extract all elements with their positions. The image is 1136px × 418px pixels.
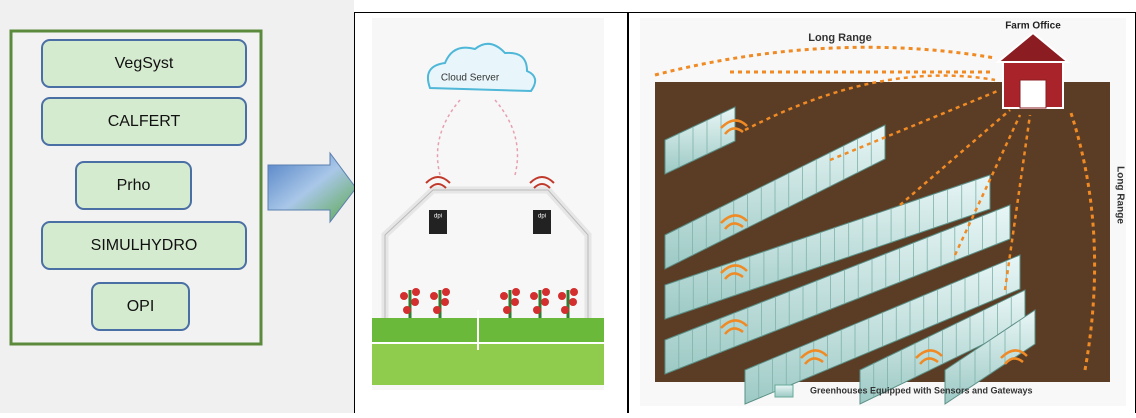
tomato: [503, 306, 511, 314]
legend-label: Greenhouses Equipped with Sensors and Ga…: [810, 385, 1033, 395]
tomato: [412, 288, 420, 296]
ground: [372, 343, 604, 385]
sensor-label: dpi: [538, 214, 546, 220]
tomato: [441, 298, 449, 306]
tomato: [433, 306, 441, 314]
model-label: Prho: [117, 177, 151, 194]
tomato: [411, 298, 419, 306]
diagram: VegSyst CALFERT Prho SIMULHYDRO OPI Cloud Se…: [0, 0, 1136, 413]
tomato: [511, 298, 519, 306]
page: VegSyst CALFERT Prho SIMULHYDRO OPI Cloud Se…: [0, 0, 1136, 413]
model-label: SIMULHYDRO: [91, 237, 198, 254]
cloud-label: Cloud Server: [441, 73, 500, 84]
model-label: CALFERT: [108, 113, 181, 130]
tomato: [570, 288, 578, 296]
tomato: [430, 292, 438, 300]
tomato: [569, 298, 577, 306]
tomato: [541, 298, 549, 306]
long-range-label: Long Range: [1114, 166, 1125, 224]
tomato: [512, 288, 520, 296]
tomato: [500, 292, 508, 300]
sensor-label: dpi: [434, 214, 442, 220]
tomato: [403, 306, 411, 314]
tomato: [561, 306, 569, 314]
ground-top: [372, 318, 604, 343]
tomato: [400, 292, 408, 300]
farm-office-label: Farm Office: [1005, 21, 1061, 32]
farm-office-door: [1020, 80, 1046, 108]
tomato: [542, 288, 550, 296]
legend-icon: [775, 385, 793, 397]
tomato: [533, 306, 541, 314]
model-label: VegSyst: [115, 55, 174, 72]
model-label: OPI: [127, 298, 155, 315]
tomato: [530, 292, 538, 300]
tomato: [558, 292, 566, 300]
tomato: [442, 288, 450, 296]
long-range-label: Long Range: [808, 32, 872, 44]
